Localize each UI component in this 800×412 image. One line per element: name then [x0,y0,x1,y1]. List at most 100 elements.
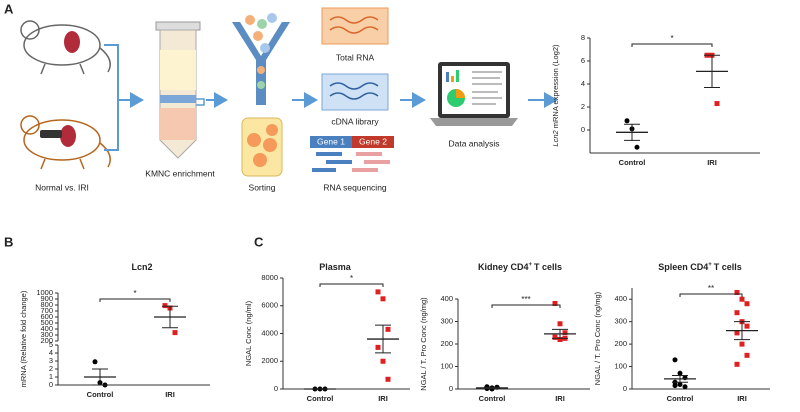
data-point [634,144,640,150]
y-tick-label: 5 [49,340,53,349]
collection-tube [241,117,283,177]
significance-bracket [631,43,713,47]
data-point [624,118,630,124]
data-point [92,359,98,365]
data-point [682,384,688,390]
x-tick-label: Control [87,390,114,399]
y-axis-label-text: NGAL / T. Pro Conc (ng/mg) [593,291,602,385]
y-tick-label: 200 [440,339,453,348]
data-point [562,330,568,336]
y-tick-label: 100 [614,362,627,371]
y-tick-label: 400 [40,324,53,333]
panel-label: B [4,234,13,249]
data-point [672,357,678,363]
y-tick-label: 0 [49,380,53,389]
y-tick-label: 8 [581,33,585,42]
error-bar [162,305,178,329]
significance-bracket [679,293,743,297]
y-tick-label: 4000 [261,328,278,337]
data-point [714,101,720,107]
significance-label: * [350,274,353,283]
diagram-label: Gene 2 [359,136,387,146]
kidney [60,125,76,147]
y-tick-label: 400 [614,294,627,303]
y-tick-label: 200 [40,336,53,345]
data-point [552,301,558,306]
title-sup: + [708,262,712,268]
significance-label: * [670,34,673,43]
diagram-label: Sorting [249,182,276,192]
y-axis-label-text: NGAL Conc (ng/ml) [244,300,253,366]
data-point [380,358,386,364]
rna-box [321,7,389,45]
panel-label: C [254,234,264,249]
data-point [375,289,381,295]
y-tick-label: 700 [40,306,53,315]
tube [155,21,201,159]
x-tick-label: IRI [165,390,175,399]
rna-wave [329,16,379,34]
clamp [40,130,62,138]
error-bar [624,123,640,141]
cdna-wave [329,82,379,100]
y-tick-label: 2000 [261,356,278,365]
error-bar [484,386,500,390]
chart-title: Plasma [319,262,352,272]
data-point [744,301,750,307]
diagram-label: Total RNA [336,52,375,62]
diagram-label: Data analysis [448,138,499,148]
data-point [375,344,381,350]
diagram-label: cDNA library [331,116,379,126]
significance-bracket [99,298,171,302]
y-axis-label-text: mRNA (Relative fold change) [19,290,28,387]
x-tick-label: IRI [737,394,747,403]
title-text: Lcn2 [131,262,152,272]
reads [312,152,390,172]
y-tick-label: 600 [40,312,53,321]
error-bar [672,375,688,383]
x-tick-label: Control [479,394,506,403]
diagram-label: Gene 1 [317,136,345,146]
chart-title: Kidney CD4+ T cells [478,262,562,273]
y-axis-label: Lcn2 mRNA expression (Log2) [551,44,560,147]
data-point [162,303,168,309]
y-tick-label: 4 [49,348,53,357]
y-tick-label: 3 [49,356,53,365]
y-tick-label: 300 [440,316,453,325]
title-end: T cells [714,262,742,272]
data-point [172,330,178,336]
diagram-label: Normal vs. IRI [35,182,89,192]
error-bar [375,324,391,354]
data-point [557,321,563,327]
data-point [739,341,745,347]
y-tick-label: 300 [40,330,53,339]
y-tick-label: 900 [40,294,53,303]
x-tick-label: IRI [378,394,388,403]
data-point [734,361,740,367]
kidney [64,31,80,53]
x-tick-label: IRI [555,394,565,403]
y-axis-label-text: NGAL / T. Pro Conc (ng/mg) [419,297,428,391]
significance-bracket [491,304,561,308]
data-point [734,330,740,336]
data-point [385,326,391,332]
significance-label: *** [521,295,530,304]
x-tick-label: Control [307,394,334,403]
panel-label: A [4,1,14,16]
gene-box [352,136,394,148]
sorter [232,22,290,105]
mouse-normal [20,20,111,75]
data-point [734,289,740,295]
y-tick-label: 8000 [261,273,278,282]
y-tick-label: 0 [581,125,585,134]
data-point [552,334,558,340]
laptop [430,62,518,126]
y-tick-label: 400 [440,294,453,303]
y-tick-label: 1000 [36,288,53,297]
data-point [672,383,678,389]
cells [245,13,277,89]
y-tick-label: 0 [274,384,278,393]
y-tick-label: 300 [614,317,627,326]
title-end: T cells [534,262,562,272]
gene-box [310,136,352,148]
